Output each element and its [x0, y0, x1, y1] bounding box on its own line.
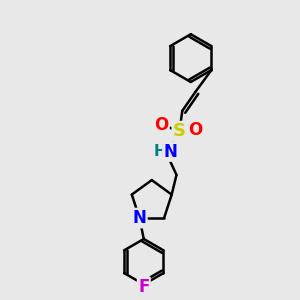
Text: N: N [133, 209, 146, 227]
Text: H: H [154, 144, 166, 159]
Text: N: N [164, 142, 177, 160]
Text: O: O [154, 116, 169, 134]
Text: O: O [188, 121, 203, 139]
Text: S: S [173, 122, 186, 140]
Text: F: F [138, 278, 149, 296]
